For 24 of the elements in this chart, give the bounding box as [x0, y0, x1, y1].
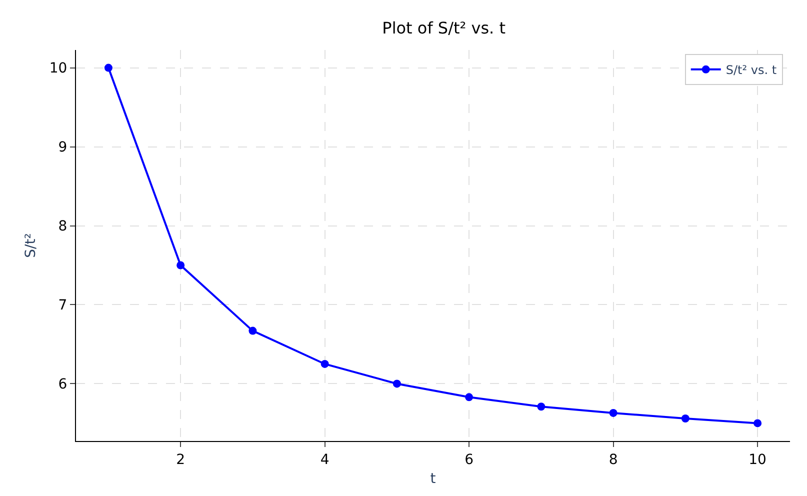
y-tick-label: 7 [58, 298, 68, 314]
y-tick-label: 6 [58, 376, 68, 393]
point [392, 380, 401, 388]
point [104, 64, 112, 72]
x-tick-label: 10 [748, 452, 766, 468]
point [248, 326, 257, 335]
x-tick-label: 2 [176, 452, 186, 468]
y-tick-label: 9 [58, 140, 68, 156]
point [681, 414, 690, 422]
chart-title: Plot of S/t² vs. t [382, 18, 506, 38]
y-tick-label: 10 [49, 60, 68, 77]
x-tick-label: 6 [464, 452, 474, 468]
x-tick-label: 4 [320, 452, 330, 468]
point [320, 360, 329, 368]
point [176, 261, 185, 270]
y-tick-label: 8 [58, 218, 68, 235]
x-axis-title: t [430, 471, 436, 488]
legend-label: S/t² vs. t [726, 63, 777, 78]
y-axis-title: S/t² [22, 233, 39, 258]
point [609, 408, 618, 417]
point [754, 419, 762, 428]
point [537, 402, 546, 411]
point [465, 393, 474, 402]
x-tick-label: 8 [608, 452, 618, 468]
